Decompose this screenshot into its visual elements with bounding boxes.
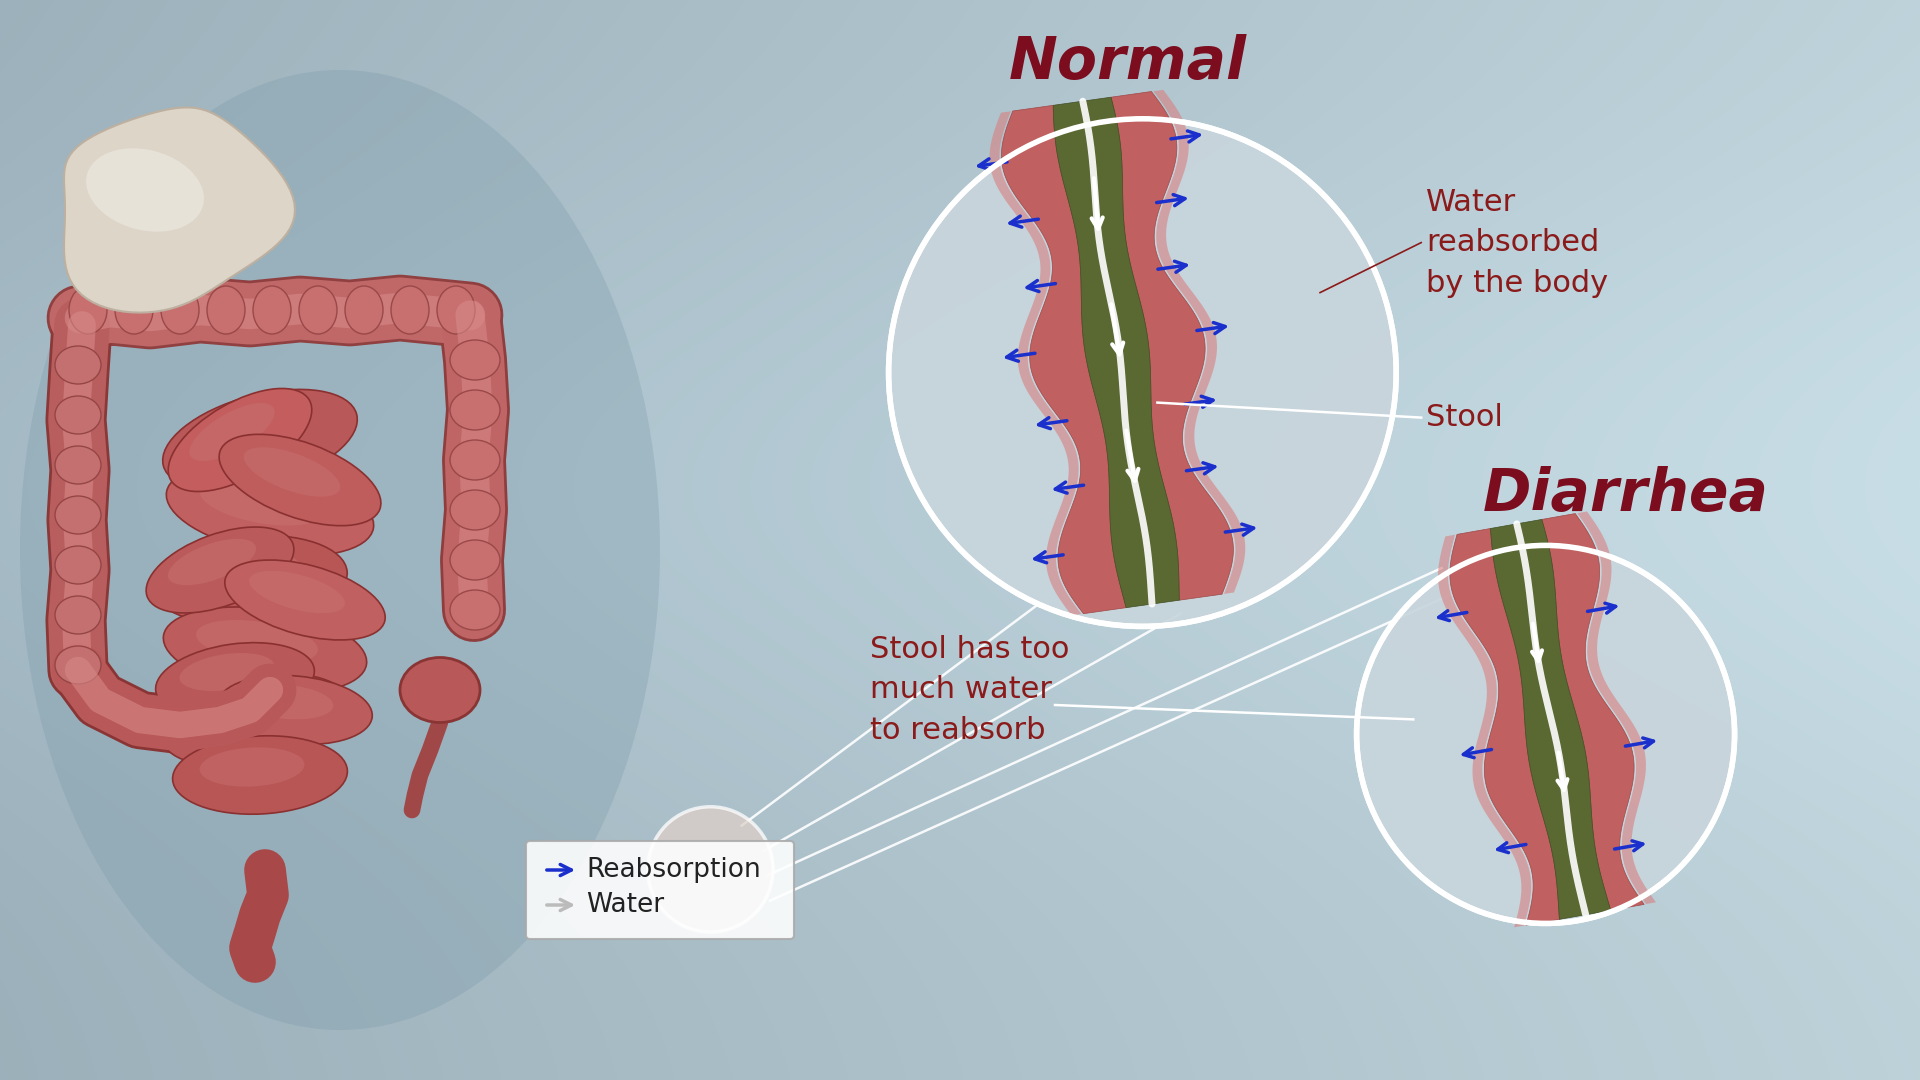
Ellipse shape [194,405,311,459]
Ellipse shape [179,653,275,691]
Ellipse shape [115,286,154,334]
Ellipse shape [200,747,305,786]
Polygon shape [1490,519,1611,919]
Ellipse shape [253,286,292,334]
Ellipse shape [192,688,303,735]
Ellipse shape [399,658,480,723]
Polygon shape [989,111,1081,616]
Ellipse shape [449,390,499,430]
Ellipse shape [196,620,319,664]
Ellipse shape [56,596,102,634]
Ellipse shape [161,674,348,766]
Ellipse shape [161,286,200,334]
Ellipse shape [300,286,338,334]
Polygon shape [1438,535,1530,928]
Text: Water: Water [586,892,664,918]
Ellipse shape [69,286,108,334]
Polygon shape [1154,90,1246,594]
Ellipse shape [146,527,294,613]
Ellipse shape [200,478,324,526]
Ellipse shape [449,440,499,480]
Ellipse shape [56,446,102,484]
Ellipse shape [449,590,499,630]
Ellipse shape [56,646,102,684]
Ellipse shape [449,540,499,580]
Ellipse shape [438,286,474,334]
Ellipse shape [190,403,275,461]
Polygon shape [1054,97,1179,608]
Ellipse shape [250,571,346,613]
Circle shape [647,807,774,932]
Ellipse shape [56,396,102,434]
Ellipse shape [392,286,428,334]
Ellipse shape [154,536,348,624]
Text: Normal: Normal [1008,33,1246,91]
Ellipse shape [244,447,340,497]
Ellipse shape [240,685,334,719]
Text: Stool: Stool [1427,403,1503,432]
Ellipse shape [207,286,246,334]
Ellipse shape [184,550,300,594]
Ellipse shape [225,561,386,640]
Polygon shape [1576,512,1655,904]
Ellipse shape [346,286,382,334]
Ellipse shape [56,546,102,584]
Polygon shape [1112,92,1233,600]
Ellipse shape [173,735,348,814]
Ellipse shape [156,643,315,717]
Circle shape [1357,545,1734,923]
Ellipse shape [449,340,499,380]
Circle shape [889,119,1396,626]
Polygon shape [1542,514,1644,910]
Polygon shape [1450,528,1559,926]
Ellipse shape [163,390,357,490]
Ellipse shape [56,496,102,534]
Text: Stool has too
much water
to reabsorb: Stool has too much water to reabsorb [870,635,1069,745]
Ellipse shape [219,434,380,526]
Ellipse shape [167,464,374,555]
Ellipse shape [167,539,255,585]
Text: Reabsorption: Reabsorption [586,858,760,883]
Ellipse shape [217,675,372,744]
Text: Diarrhea: Diarrhea [1482,467,1768,524]
Polygon shape [1002,106,1127,613]
Text: Water
reabsorbed
by the body: Water reabsorbed by the body [1427,188,1609,298]
Ellipse shape [449,490,499,530]
Ellipse shape [19,70,660,1030]
FancyBboxPatch shape [526,841,795,939]
Ellipse shape [169,389,311,491]
Polygon shape [63,108,296,312]
Ellipse shape [86,148,204,231]
Ellipse shape [163,607,367,693]
Ellipse shape [56,346,102,384]
